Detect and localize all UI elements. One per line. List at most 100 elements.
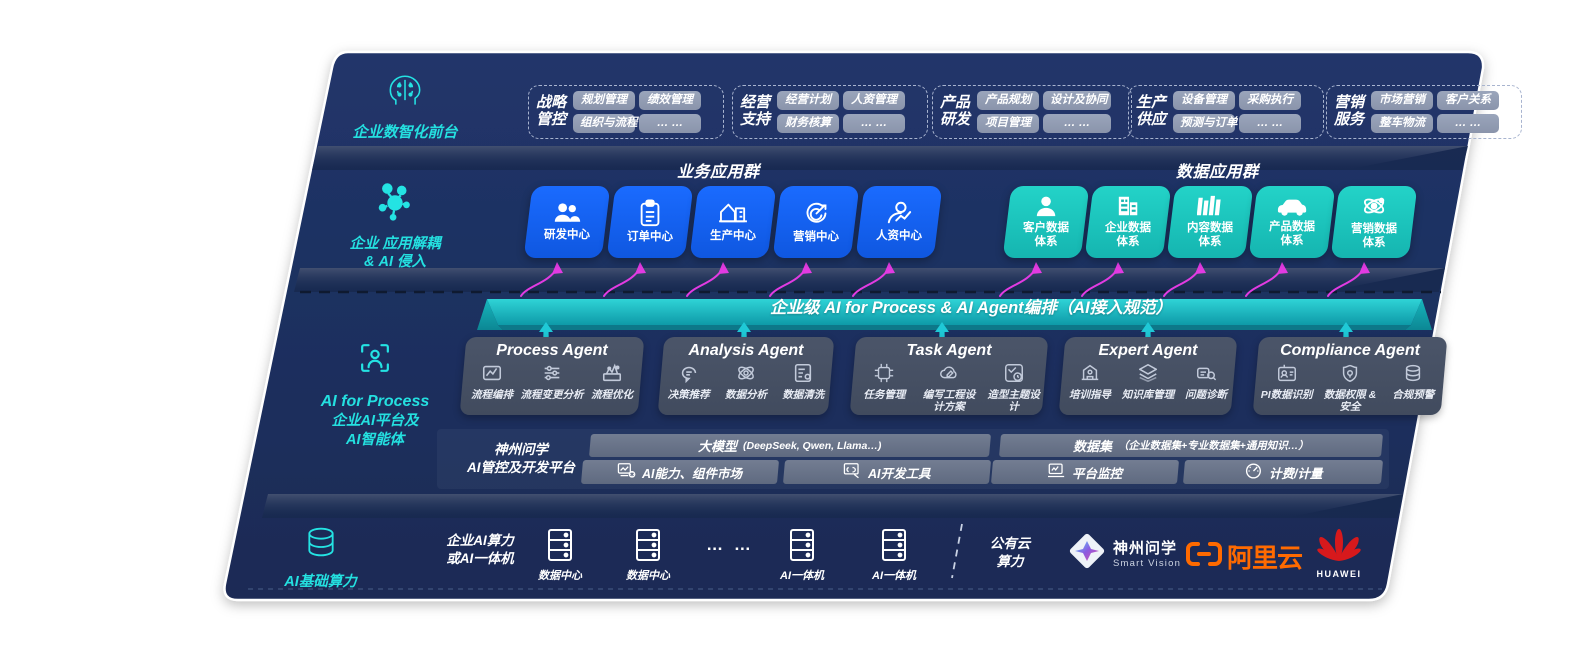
users-group-icon	[553, 201, 581, 225]
top-group-product-rd[interactable]: 产品 研发 产品规划 设计及协同 项目管理 … …	[932, 85, 1132, 139]
top-group-chip[interactable]: 整车物流	[1371, 114, 1434, 133]
app-card-label: 企业数据 体系	[1105, 222, 1151, 248]
platform-bar-ai-marketplace[interactable]: AI能力、组件市场	[580, 460, 780, 484]
atom-icon	[1361, 193, 1387, 219]
clipboard-icon	[638, 199, 662, 227]
top-group-chip[interactable]: 规划管理	[573, 91, 636, 110]
top-group-chip[interactable]: 预测与订单	[1173, 114, 1238, 133]
top-group-chip[interactable]: 采购执行	[1239, 91, 1302, 110]
agent-item[interactable]: 编写工程设计方案	[918, 362, 981, 414]
server-rack-icon	[633, 528, 663, 567]
infra-node-datacenter-2[interactable]: 数据中心	[618, 528, 678, 583]
logo-shenzhou-wenxue[interactable]: 神州问学 Smart Vision	[1068, 532, 1181, 577]
infra-node-ai-appliance-2[interactable]: AI一体机	[864, 528, 924, 583]
app-card-content-data[interactable]: 内容数据 体系	[1166, 186, 1254, 258]
top-group-chip[interactable]: 经营计划	[777, 91, 840, 110]
car-icon	[1276, 195, 1308, 217]
infra-node-datacenter-1[interactable]: 数据中心	[530, 528, 590, 583]
app-card-customer-data[interactable]: 客户数据 体系	[1002, 186, 1090, 258]
top-group-chip[interactable]: … …	[1043, 114, 1112, 133]
app-card-product-data[interactable]: 产品数据 体系	[1248, 186, 1336, 258]
atom-analysis-icon	[735, 362, 757, 389]
top-group-name: 经营 支持	[740, 94, 771, 128]
target-icon	[803, 200, 830, 227]
agent-item[interactable]: 决策推荐	[661, 362, 716, 402]
top-group-chip[interactable]: … …	[843, 114, 906, 133]
agent-card-process[interactable]: Process Agent 流程编排 流程变更分析	[459, 337, 645, 415]
agent-card-compliance[interactable]: Compliance Agent PI数据识别 数据权限 & 安全	[1252, 337, 1448, 415]
agent-item[interactable]: 流程优化	[583, 362, 641, 402]
top-group-chip[interactable]: … …	[639, 114, 702, 133]
database-icon	[248, 522, 393, 567]
top-group-chip[interactable]: 设备管理	[1173, 91, 1236, 110]
agent-item-label: 数据权限 & 安全	[1323, 389, 1377, 413]
top-group-chip[interactable]: 设计及协同	[1043, 91, 1112, 110]
monitor-icon	[1047, 462, 1066, 482]
top-group-production-supply[interactable]: 生产 供应 设备管理 采购执行 预测与订单 … …	[1128, 85, 1324, 139]
app-card-production-center[interactable]: 生产中心	[689, 186, 777, 258]
app-card-label: 产品数据 体系	[1269, 221, 1315, 247]
platform-bar-llm[interactable]: 大模型 (DeepSeek, Qwen, Llama…)	[588, 434, 992, 457]
top-group-marketing-service[interactable]: 营销 服务 市场营销 客户关系 整车物流 … …	[1326, 85, 1522, 139]
agent-card-expert[interactable]: Expert Agent 培训指导 知识库管理	[1058, 337, 1238, 415]
ellipsis-icon: … …	[706, 535, 754, 554]
app-card-marketing-center[interactable]: 营销中心	[772, 186, 860, 258]
agent-item[interactable]: 数据分析	[718, 362, 773, 402]
agent-item[interactable]: 知识库管理	[1120, 362, 1176, 402]
app-card-label: 订单中心	[627, 231, 673, 244]
rail-label-aifp-2: 企业AI平台及	[331, 412, 419, 429]
top-group-chip[interactable]: 财务核算	[777, 114, 840, 133]
platform-bar-datasets[interactable]: 数据集 （企业数据集+专业数据集+通用知识…）	[998, 434, 1384, 457]
agent-item[interactable]: 流程变更分析	[521, 362, 584, 402]
alibaba-cloud-mark-icon	[1185, 541, 1223, 572]
agent-card-task[interactable]: Task Agent 任务管理 编写工程设计方案	[849, 337, 1049, 415]
app-card-hr-center[interactable]: 人资中心	[855, 186, 943, 258]
app-card-enterprise-data[interactable]: 企业数据 体系	[1084, 186, 1172, 258]
top-group-chip[interactable]: … …	[1437, 114, 1500, 133]
platform-bar-monitoring[interactable]: 平台监控	[990, 460, 1180, 484]
logo-huawei[interactable]: HUAWEI	[1310, 528, 1368, 579]
platform-bar-label: 计费/计量	[1268, 466, 1323, 481]
app-card-marketing-data[interactable]: 营销数据 体系	[1330, 186, 1418, 258]
logo-name: 阿里云	[1227, 543, 1303, 573]
infra-public-cloud-label: 公有云 算力	[972, 535, 1048, 571]
top-group-chip[interactable]: 组织与流程	[573, 114, 638, 133]
app-card-label: 生产中心	[710, 230, 756, 243]
agent-item-label: 流程优化	[591, 389, 633, 401]
agent-item[interactable]: 合规预警	[1383, 362, 1444, 402]
layers-icon	[1137, 362, 1159, 389]
top-group-operations[interactable]: 经营 支持 经营计划 人资管理 财务核算 … …	[732, 85, 928, 139]
agent-item[interactable]: 问题诊断	[1178, 362, 1234, 402]
agent-item[interactable]: 任务管理	[853, 362, 916, 402]
shenzhou-wenxue-mark-icon	[1068, 532, 1108, 577]
app-card-label: 营销中心	[793, 230, 839, 243]
app-card-rd-center[interactable]: 研发中心	[523, 186, 611, 258]
infra-label-text: 公有云 算力	[989, 536, 1031, 570]
top-group-chip[interactable]: 市场营销	[1371, 91, 1434, 110]
agent-card-analysis[interactable]: Analysis Agent 决策推荐 数据分析	[657, 337, 835, 415]
top-group-chip[interactable]: 项目管理	[977, 114, 1040, 133]
top-group-chip[interactable]: … …	[1239, 114, 1302, 133]
alert-stack-icon	[1402, 362, 1424, 389]
agent-item[interactable]: 造型主题设计	[982, 362, 1045, 414]
top-group-chip[interactable]: 绩效管理	[639, 91, 702, 110]
platform-bar-label: 大模型	[698, 439, 738, 454]
infra-node-ai-appliance-1[interactable]: AI一体机	[772, 528, 832, 583]
agent-item[interactable]: PI数据识别	[1256, 362, 1317, 402]
top-group-chip[interactable]: 人资管理	[843, 91, 906, 110]
diagnose-icon	[1195, 362, 1217, 389]
agent-item[interactable]: 数据权限 & 安全	[1319, 362, 1380, 414]
molecule-network-icon	[315, 178, 475, 229]
top-group-chip[interactable]: 产品规划	[977, 91, 1040, 110]
app-card-order-center[interactable]: 订单中心	[606, 186, 694, 258]
agent-item[interactable]: 数据清洗	[776, 362, 831, 402]
agent-item[interactable]: 培训指导	[1062, 362, 1118, 402]
agent-item[interactable]: 流程编排	[463, 362, 521, 402]
platform-bar-devtools[interactable]: AI开发工具	[782, 460, 992, 484]
top-group-strategy[interactable]: 战略 管控 规划管理 绩效管理 组织与流程 … …	[528, 85, 724, 139]
training-icon	[1079, 362, 1101, 389]
logo-alibaba-cloud[interactable]: 阿里云	[1185, 538, 1303, 575]
rail-item-front-office: 企业数智化前台	[330, 68, 480, 143]
platform-bar-billing[interactable]: 计费/计量	[1182, 460, 1384, 484]
top-group-chip[interactable]: 客户关系	[1437, 91, 1500, 110]
